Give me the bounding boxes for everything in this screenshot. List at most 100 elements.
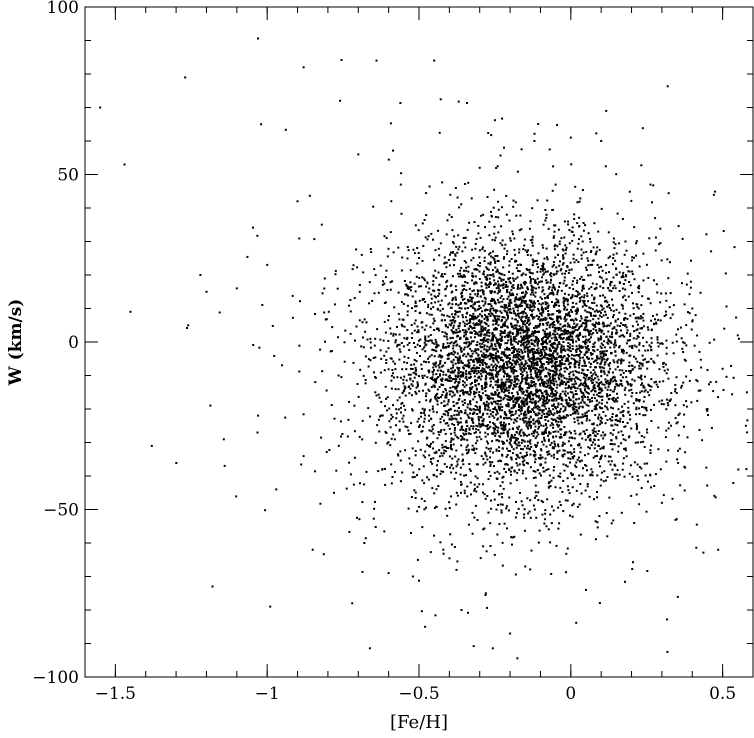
data-point	[465, 474, 467, 477]
data-point	[397, 454, 400, 457]
data-point	[536, 351, 539, 354]
data-point	[681, 282, 683, 285]
data-point	[510, 369, 513, 372]
data-point	[553, 398, 556, 401]
data-point	[547, 371, 550, 374]
data-point	[527, 342, 530, 345]
data-point	[631, 368, 634, 371]
data-point	[558, 326, 561, 329]
data-point	[480, 320, 483, 323]
data-point	[540, 361, 542, 364]
data-point	[548, 368, 551, 371]
data-point	[637, 399, 640, 402]
data-point	[528, 271, 531, 274]
data-point	[471, 272, 474, 275]
data-point	[548, 347, 551, 350]
data-point	[490, 447, 492, 450]
data-point	[532, 377, 535, 380]
data-point	[510, 323, 513, 326]
data-point	[528, 345, 531, 348]
data-point	[639, 327, 642, 330]
data-point	[497, 344, 500, 347]
data-point	[573, 455, 576, 458]
data-point	[427, 361, 430, 364]
data-point	[589, 307, 592, 310]
data-point	[577, 293, 580, 296]
data-point	[506, 363, 509, 366]
data-point	[428, 454, 431, 457]
data-point	[474, 475, 477, 478]
data-point	[614, 385, 617, 388]
data-point	[569, 403, 572, 406]
data-point	[417, 417, 420, 420]
data-point	[503, 329, 506, 332]
data-point	[586, 292, 589, 295]
data-point	[422, 454, 425, 457]
data-point	[604, 414, 607, 417]
data-point	[634, 357, 637, 360]
data-point	[542, 398, 545, 401]
data-point	[620, 382, 623, 385]
data-point	[629, 383, 632, 386]
data-point	[638, 400, 641, 403]
data-point	[591, 357, 594, 360]
data-point	[398, 343, 401, 346]
data-point	[450, 495, 452, 498]
data-point	[424, 335, 427, 338]
data-point	[471, 413, 474, 415]
data-point	[501, 564, 504, 567]
data-point	[567, 457, 570, 460]
data-point	[523, 412, 525, 415]
data-point	[550, 392, 552, 395]
data-point	[662, 380, 665, 383]
data-point	[512, 284, 515, 287]
data-point	[599, 329, 602, 332]
data-point	[479, 339, 482, 342]
data-point	[523, 363, 526, 366]
data-point	[636, 463, 639, 466]
data-point	[526, 434, 528, 437]
data-point	[465, 421, 467, 424]
data-point	[618, 290, 621, 292]
data-point	[526, 440, 529, 443]
data-point	[465, 392, 468, 395]
data-point	[503, 382, 506, 385]
data-point	[621, 304, 624, 307]
data-point	[592, 373, 595, 376]
data-point	[543, 413, 546, 415]
data-point	[558, 309, 560, 312]
data-point	[649, 345, 652, 348]
data-point	[462, 366, 465, 369]
data-point	[432, 370, 435, 373]
data-point	[479, 313, 481, 316]
data-point	[537, 389, 540, 392]
data-point	[597, 438, 600, 441]
data-point	[527, 346, 529, 349]
data-point	[566, 353, 569, 356]
data-point	[545, 525, 548, 528]
data-point	[614, 464, 617, 467]
data-point	[414, 390, 417, 393]
data-point	[462, 463, 465, 466]
data-point	[450, 367, 453, 370]
data-point	[571, 338, 574, 341]
data-point	[497, 208, 500, 211]
data-point	[296, 200, 299, 203]
data-point	[584, 385, 587, 388]
data-point	[577, 422, 580, 425]
data-point	[529, 367, 532, 370]
data-point	[483, 260, 486, 263]
data-point	[506, 306, 509, 309]
data-point	[469, 400, 472, 403]
data-point	[684, 451, 687, 454]
data-point	[519, 368, 522, 371]
data-point	[516, 320, 519, 323]
data-point	[576, 329, 579, 331]
data-point	[440, 319, 443, 322]
data-point	[600, 434, 603, 437]
data-point	[511, 272, 514, 275]
data-point	[499, 415, 502, 418]
data-point	[592, 441, 594, 444]
data-point	[553, 362, 556, 365]
data-point	[544, 457, 547, 460]
